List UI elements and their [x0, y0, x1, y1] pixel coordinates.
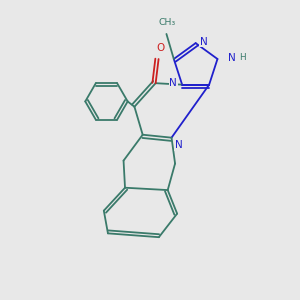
Text: N: N	[200, 37, 208, 46]
Text: N: N	[175, 140, 183, 150]
Text: N: N	[169, 79, 177, 88]
Text: N: N	[228, 53, 236, 63]
Text: CH₃: CH₃	[159, 18, 176, 27]
Text: O: O	[156, 43, 164, 53]
Text: H: H	[239, 53, 246, 62]
